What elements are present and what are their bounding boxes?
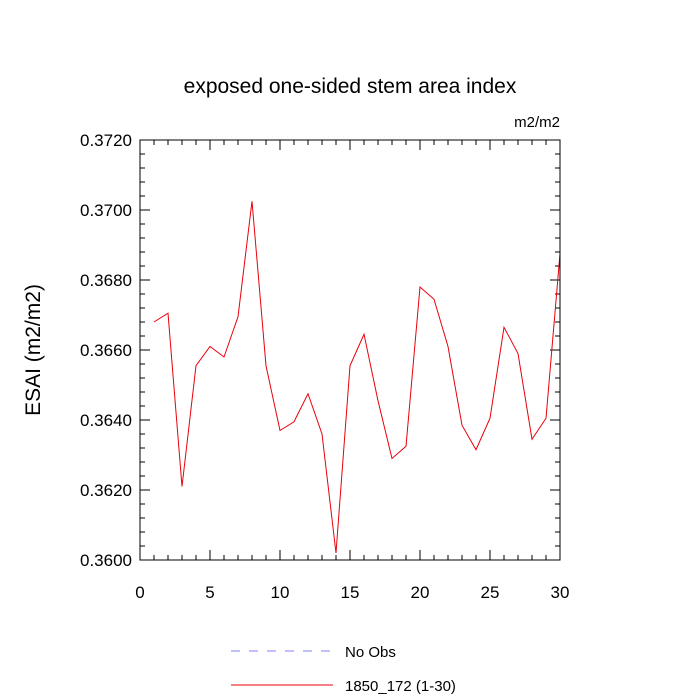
x-tick-label: 10 [271, 583, 290, 602]
x-tick-label: 0 [135, 583, 144, 602]
axis-ticks [139, 139, 561, 561]
x-tick-label: 25 [481, 583, 500, 602]
legend-label-0: No Obs [345, 644, 396, 661]
legend: No Obs 1850_172 (1-30) [231, 644, 456, 695]
units-label: m2/m2 [514, 114, 560, 131]
plot-frame [139, 139, 561, 561]
x-tick-label: 30 [551, 583, 570, 602]
y-tick-label: 0.3680 [80, 271, 132, 290]
x-tick-label: 5 [205, 583, 214, 602]
x-tick-label: 15 [341, 583, 360, 602]
y-tick-label: 0.3640 [80, 411, 132, 430]
series-lines [153, 201, 561, 554]
chart-title: exposed one-sided stem area index [184, 75, 517, 98]
y-tick-label: 0.3660 [80, 341, 132, 360]
x-tick-label: 20 [411, 583, 430, 602]
tick-labels: 0 5 10 15 20 25 30 0.3600 0.3620 0.3640 0.3660 0.36… [80, 131, 569, 602]
y-tick-label: 0.3600 [80, 551, 132, 570]
legend-label-1: 1850_172 (1-30) [345, 678, 456, 695]
y-tick-label: 0.3720 [80, 131, 132, 150]
y-tick-label: 0.3620 [80, 481, 132, 500]
y-axis-label: ESAI (m2/m2) [22, 284, 45, 416]
series-line-0 [153, 201, 561, 554]
y-tick-label: 0.3700 [80, 201, 132, 220]
